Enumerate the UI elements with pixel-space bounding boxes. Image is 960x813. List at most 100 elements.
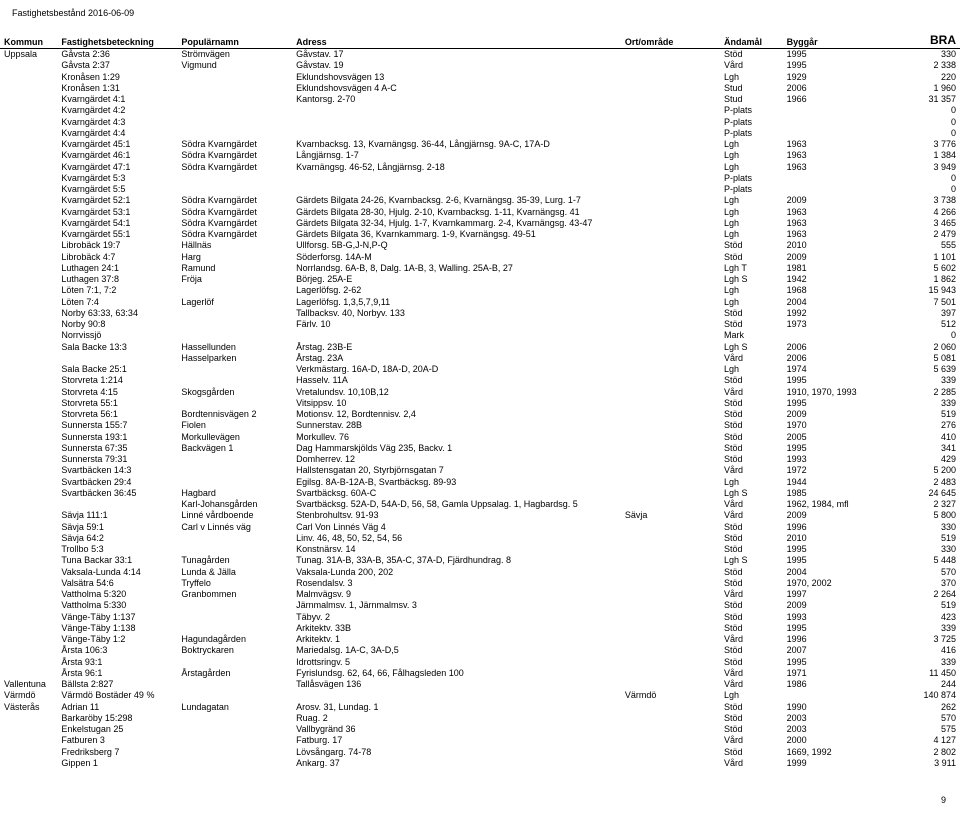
- cell-pop: Södra Kvarngärdet: [177, 195, 292, 206]
- cell-kommun: [0, 612, 57, 623]
- cell-adr: Egilsg. 8A-B-12A-B, Svartbäcksg. 89-93: [292, 477, 621, 488]
- cell-adr: Linv. 46, 48, 50, 52, 54, 56: [292, 533, 621, 544]
- cell-and: Lgh: [720, 162, 783, 173]
- table-row: Kvarngärdet 4:4P-plats0: [0, 128, 960, 139]
- cell-and: Stöd: [720, 454, 783, 465]
- cell-fast: Årsta 93:1: [57, 657, 177, 668]
- cell-fast: Kvarngärdet 55:1: [57, 229, 177, 240]
- cell-and: Lgh: [720, 477, 783, 488]
- cell-bygg: [783, 184, 903, 195]
- cell-ort: [621, 173, 720, 184]
- cell-pop: Årstagården: [177, 668, 292, 679]
- cell-pop: [177, 544, 292, 555]
- cell-bra: 341: [903, 443, 960, 454]
- cell-ort: [621, 263, 720, 274]
- cell-fast: Gippen 1: [57, 758, 177, 769]
- cell-and: Stöd: [720, 600, 783, 611]
- cell-fast: Årsta 106:3: [57, 645, 177, 656]
- cell-and: Lgh: [720, 297, 783, 308]
- cell-pop: [177, 285, 292, 296]
- cell-pop: [177, 600, 292, 611]
- cell-pop: Boktryckaren: [177, 645, 292, 656]
- cell-ort: [621, 319, 720, 330]
- table-row: Fatburen 3Fatburg. 17Vård20004 127: [0, 735, 960, 746]
- cell-bygg: 1995: [783, 60, 903, 71]
- cell-pop: Linné vårdboende: [177, 510, 292, 521]
- cell-ort: [621, 342, 720, 353]
- cell-pop: Hagundagården: [177, 634, 292, 645]
- cell-bra: 370: [903, 578, 960, 589]
- cell-adr: Gärdets Bilgata 24-26, Kvarnbacksg. 2-6,…: [292, 195, 621, 206]
- cell-bra: 339: [903, 375, 960, 386]
- cell-fast: Vaksala-Lunda 4:14: [57, 567, 177, 578]
- cell-fast: Kvarngärdet 46:1: [57, 150, 177, 161]
- cell-bra: 262: [903, 702, 960, 713]
- cell-pop: Tryffelo: [177, 578, 292, 589]
- cell-fast: Sunnersta 155:7: [57, 420, 177, 431]
- cell-adr: [292, 690, 621, 701]
- cell-fast: Librobäck 4:7: [57, 252, 177, 263]
- cell-bygg: 1910, 1970, 1993: [783, 387, 903, 398]
- cell-fast: Vänge-Täby 1:2: [57, 634, 177, 645]
- cell-and: Lgh T: [720, 263, 783, 274]
- cell-adr: Vretalundsv. 10,10B,12: [292, 387, 621, 398]
- cell-bra: 410: [903, 432, 960, 443]
- cell-kommun: [0, 285, 57, 296]
- cell-bygg: 2009: [783, 510, 903, 521]
- table-row: Sunnersta 155:7FiolenSunnerstav. 28BStöd…: [0, 420, 960, 431]
- cell-and: Stud: [720, 94, 783, 105]
- cell-ort: [621, 285, 720, 296]
- cell-pop: [177, 533, 292, 544]
- cell-and: Lgh: [720, 139, 783, 150]
- cell-fast: Sala Backe 25:1: [57, 364, 177, 375]
- cell-ort: [621, 679, 720, 690]
- cell-pop: [177, 308, 292, 319]
- cell-bra: 2 802: [903, 747, 960, 758]
- cell-and: Stöd: [720, 544, 783, 555]
- table-row: Kronåsen 1:29Eklundshovsvägen 13Lgh19292…: [0, 72, 960, 83]
- table-row: Kvarngärdet 4:2P-plats0: [0, 105, 960, 116]
- cell-bygg: 1993: [783, 454, 903, 465]
- cell-ort: [621, 105, 720, 116]
- cell-and: Vård: [720, 735, 783, 746]
- page-number: 9: [0, 769, 960, 813]
- cell-adr: Täbyv. 2: [292, 612, 621, 623]
- cell-kommun: [0, 330, 57, 341]
- cell-kommun: [0, 364, 57, 375]
- cell-bygg: 2003: [783, 724, 903, 735]
- cell-adr: Vallbygränd 36: [292, 724, 621, 735]
- cell-ort: [621, 555, 720, 566]
- table-row: Vänge-Täby 1:137Täbyv. 2Stöd1993423: [0, 612, 960, 623]
- cell-kommun: [0, 623, 57, 634]
- cell-bra: 512: [903, 319, 960, 330]
- cell-kommun: Västerås: [0, 702, 57, 713]
- table-row: Karl-JohansgårdenSvartbäcksg. 52A-D, 54A…: [0, 499, 960, 510]
- table-row: Kvarngärdet 52:1Södra KvarngärdetGärdets…: [0, 195, 960, 206]
- cell-bra: 4 266: [903, 207, 960, 218]
- cell-fast: Storvreta 56:1: [57, 409, 177, 420]
- cell-adr: [292, 184, 621, 195]
- cell-bygg: [783, 173, 903, 184]
- cell-fast: Svartbäcken 14:3: [57, 465, 177, 476]
- col-kommun: Kommun: [0, 32, 57, 49]
- cell-kommun: [0, 533, 57, 544]
- cell-pop: [177, 690, 292, 701]
- cell-bygg: 2005: [783, 432, 903, 443]
- cell-ort: [621, 544, 720, 555]
- cell-bygg: 1963: [783, 218, 903, 229]
- cell-kommun: [0, 600, 57, 611]
- cell-and: Vård: [720, 387, 783, 398]
- cell-bra: 5 639: [903, 364, 960, 375]
- cell-and: Lgh: [720, 690, 783, 701]
- cell-pop: Hällnäs: [177, 240, 292, 251]
- cell-bra: 570: [903, 713, 960, 724]
- cell-pop: Carl v Linnés väg: [177, 522, 292, 533]
- table-row: Sala Backe 13:3HassellundenÅrstag. 23B-E…: [0, 342, 960, 353]
- cell-bra: 519: [903, 600, 960, 611]
- cell-kommun: [0, 83, 57, 94]
- cell-adr: Kantorsg. 2-70: [292, 94, 621, 105]
- cell-ort: [621, 578, 720, 589]
- cell-fast: Trollbo 5:3: [57, 544, 177, 555]
- cell-bra: 0: [903, 330, 960, 341]
- table-row: Gåvsta 2:37VigmundGåvstav. 19Vård19952 3…: [0, 60, 960, 71]
